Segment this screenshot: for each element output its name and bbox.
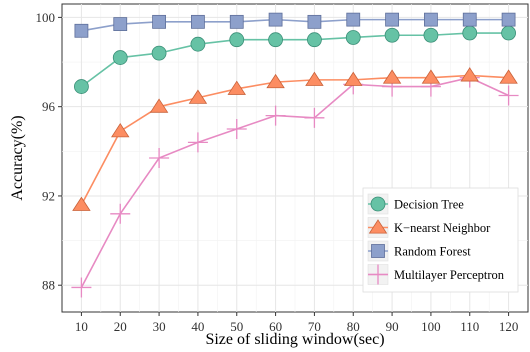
data-point <box>307 14 322 29</box>
series-k-nearst-neighbor <box>72 67 518 211</box>
data-point <box>385 12 399 27</box>
data-point <box>74 23 89 38</box>
series-group <box>71 12 519 298</box>
series-decision-tree <box>74 25 516 94</box>
x-tick-label: 50 <box>230 319 243 334</box>
data-point <box>421 69 441 84</box>
data-point <box>307 32 322 48</box>
x-tick-label: 80 <box>347 319 360 334</box>
data-point <box>226 118 247 139</box>
data-point <box>268 12 283 27</box>
legend-item: K−nearst Neighbor <box>367 217 491 238</box>
x-tick-label: 120 <box>499 319 519 334</box>
data-point <box>462 25 478 41</box>
x-tick-label: 60 <box>269 319 282 334</box>
data-point <box>71 277 92 298</box>
data-point <box>112 50 128 65</box>
y-axis-title: Accuracy(%) <box>9 115 26 200</box>
data-point <box>460 67 479 82</box>
data-point <box>111 122 130 138</box>
data-point <box>149 98 169 113</box>
x-tick-label: 30 <box>153 319 166 334</box>
data-point <box>305 71 324 86</box>
data-point <box>304 107 325 128</box>
data-point <box>229 14 244 29</box>
data-point <box>384 27 400 43</box>
axis-ticks: 88 92 96 100 10 20 30 40 50 60 70 80 90 100 110 120 <box>36 10 519 334</box>
data-point <box>501 12 516 27</box>
legend-item: Multilayer Perceptron <box>367 264 505 285</box>
x-tick-label: 40 <box>191 319 204 334</box>
data-point <box>345 30 361 45</box>
legend-label: Decision Tree <box>394 198 464 212</box>
x-tick-label: 20 <box>114 319 127 334</box>
legend: Decision Tree K−nearst Neighbor Random For… <box>362 187 519 293</box>
data-point <box>151 45 167 61</box>
data-point <box>424 12 438 27</box>
data-point <box>346 12 361 27</box>
data-point <box>152 14 166 29</box>
x-axis-title: Size of sliding window(sec) <box>205 331 384 348</box>
data-point <box>149 148 170 168</box>
legend-item: Random Forest <box>367 240 471 262</box>
y-tick-label: 96 <box>42 99 56 114</box>
x-tick-label: 100 <box>421 319 441 334</box>
data-point <box>462 12 477 27</box>
data-point <box>110 203 131 224</box>
legend-box <box>362 187 519 293</box>
data-point <box>499 69 518 84</box>
data-point <box>74 79 89 94</box>
data-point <box>268 32 283 48</box>
data-point <box>191 14 205 29</box>
data-point <box>187 132 208 153</box>
data-point <box>266 73 285 89</box>
legend-marker <box>368 264 388 285</box>
y-tick-label: 88 <box>42 278 55 293</box>
y-tick-label: 92 <box>42 188 55 203</box>
data-point <box>229 32 245 48</box>
data-point <box>382 69 402 84</box>
series-random-forest <box>74 12 516 38</box>
legend-item: Decision Tree <box>367 193 464 215</box>
data-point <box>227 80 246 95</box>
data-point <box>188 89 208 104</box>
data-point <box>190 36 206 52</box>
x-tick-label: 110 <box>460 319 479 334</box>
x-tick-label: 90 <box>386 319 399 334</box>
legend-label: Random Forest <box>394 245 471 259</box>
legend-marker <box>368 219 388 234</box>
data-point <box>265 105 286 126</box>
x-tick-label: 70 <box>308 319 321 334</box>
data-point <box>72 196 91 211</box>
legend-label: K−nearst Neighbor <box>394 221 491 235</box>
data-point <box>498 85 519 106</box>
series-line <box>80 76 509 288</box>
data-point <box>423 27 439 43</box>
data-point <box>113 17 128 31</box>
data-point <box>344 71 363 86</box>
data-point <box>501 25 516 41</box>
legend-label: Multilayer Perceptron <box>394 268 505 282</box>
legend-marker <box>371 244 385 258</box>
y-tick-label: 100 <box>36 10 56 25</box>
legend-marker <box>370 196 386 212</box>
x-tick-label: 10 <box>75 319 88 334</box>
